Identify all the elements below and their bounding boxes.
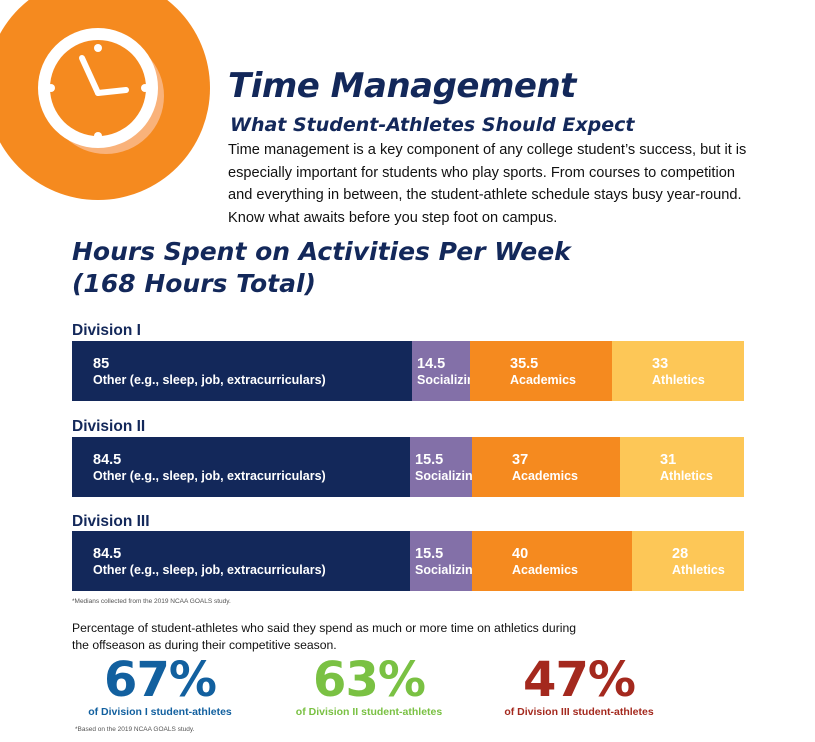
stat-label: of Division I student-athletes (88, 706, 232, 718)
bar-segment: 35.5 Academics (470, 341, 612, 401)
segment-value: 33 (652, 356, 669, 372)
bar-segment: 31 Athletics (620, 437, 744, 497)
segment-value: 14.5 (417, 356, 446, 372)
segment-label: Athletics (652, 373, 705, 387)
segment-value: 15.5 (415, 546, 444, 562)
segment-label: Academics (512, 563, 579, 577)
bar-segment: 40 Academics (472, 531, 632, 591)
stat-division-1: 67% of Division I student-athletes (75, 652, 245, 718)
bar-segment: 14.5 Socializing (412, 341, 482, 401)
segment-value: 15.5 (415, 452, 444, 468)
bar-segment: 15.5 Socializing (410, 437, 480, 497)
bar-segment: 84.5 Other (e.g., sleep, job, extracurric… (72, 437, 410, 497)
bar-segment: 33 Athletics (612, 341, 744, 401)
division-label: Division II (72, 418, 146, 435)
stacked-bar: 84.5 Other (e.g., sleep, job, extracurric… (72, 437, 744, 497)
division-label: Division III (72, 513, 150, 530)
segment-value: 40 (512, 546, 529, 562)
offseason-text: Percentage of student-athletes who said … (72, 621, 577, 652)
stat-division-2: 63% of Division II student-athletes (280, 652, 458, 718)
bar-segment: 37 Academics (472, 437, 620, 497)
offseason-footnote: *Based on the 2019 NCAA GOALS study. (75, 726, 195, 733)
segment-label: Other (e.g., sleep, job, extracurricular… (93, 469, 326, 483)
segment-label: Athletics (660, 469, 713, 483)
segment-value: 37 (512, 452, 529, 468)
segment-label: Socializing (415, 469, 481, 483)
segment-label: Other (e.g., sleep, job, extracurricular… (93, 563, 326, 577)
stat-value: 63% (313, 652, 426, 708)
segment-label: Socializing (415, 563, 481, 577)
division-label: Division I (72, 322, 141, 339)
stacked-bar: 84.5 Other (e.g., sleep, job, extracurric… (72, 531, 744, 591)
chart-title: Hours Spent on Activities Per Week (72, 237, 571, 266)
segment-value: 85 (93, 356, 110, 372)
stat-value: 47% (523, 652, 636, 708)
segment-value: 31 (660, 452, 677, 468)
stacked-bar: 85 Other (e.g., sleep, job, extracurricul… (72, 341, 744, 401)
segment-value: 84.5 (93, 546, 122, 562)
segment-label: Academics (512, 469, 579, 483)
segment-value: 28 (672, 546, 689, 562)
bar-segment: 28 Athletics (632, 531, 744, 591)
intro-paragraph: Time management is a key component of an… (228, 142, 747, 227)
stat-value: 67% (104, 652, 217, 708)
stat-label: of Division II student-athletes (295, 706, 443, 718)
segment-value: 84.5 (93, 452, 122, 468)
chart-title-block: Hours Spent on Activities Per Week (168 … (72, 236, 571, 300)
segment-value: 35.5 (510, 356, 539, 372)
chart-subtitle: (168 Hours Total) (72, 269, 316, 298)
segment-label: Socializing (417, 373, 483, 387)
segment-label: Athletics (672, 563, 725, 577)
stat-division-3: 47% of Division III student-athletes (490, 652, 668, 718)
bar-segment: 15.5 Socializing (410, 531, 480, 591)
segment-label: Academics (510, 373, 577, 387)
chart-footnote: *Medians collected from the 2019 NCAA GO… (72, 598, 231, 605)
bar-segment: 84.5 Other (e.g., sleep, job, extracurric… (72, 531, 410, 591)
bar-segment: 85 Other (e.g., sleep, job, extracurricul… (72, 341, 412, 401)
stat-label: of Division III student-athletes (504, 706, 654, 718)
page-subtitle: What Student-Athletes Should Expect (230, 114, 635, 136)
clock-icon (0, 0, 210, 200)
segment-label: Other (e.g., sleep, job, extracurricular… (93, 373, 326, 387)
page-title: Time Management (228, 66, 576, 106)
